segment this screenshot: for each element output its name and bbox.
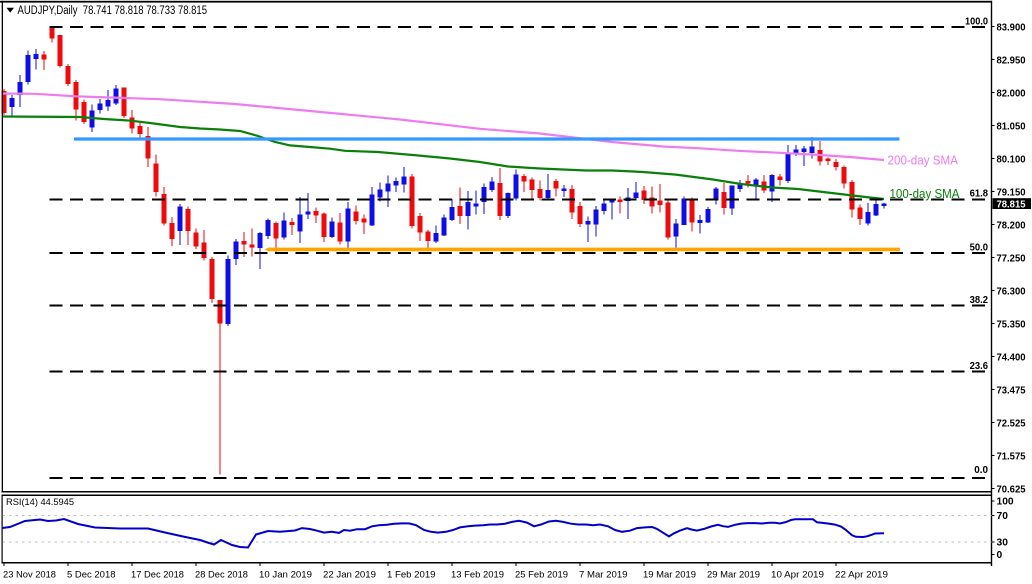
svg-text:100.0: 100.0 (965, 16, 988, 27)
svg-text:75.350: 75.350 (997, 320, 1026, 331)
svg-text:5 Dec 2018: 5 Dec 2018 (67, 570, 116, 581)
svg-text:78.815: 78.815 (997, 199, 1026, 210)
svg-text:17 Dec 2018: 17 Dec 2018 (131, 570, 184, 581)
svg-text:23.6: 23.6 (970, 361, 989, 372)
svg-text:AUDJPY,Daily 78.741 78.818 78: AUDJPY,Daily 78.741 78.818 78.733 78.815 (18, 5, 208, 17)
svg-text:22 Apr 2019: 22 Apr 2019 (835, 570, 888, 581)
svg-text:79.150: 79.150 (997, 188, 1026, 199)
svg-text:100-day SMA: 100-day SMA (890, 187, 961, 201)
svg-text:82.950: 82.950 (997, 56, 1026, 67)
svg-text:70: 70 (997, 511, 1009, 522)
svg-text:28 Dec 2018: 28 Dec 2018 (195, 570, 248, 581)
svg-text:25 Feb 2019: 25 Feb 2019 (515, 570, 568, 581)
svg-text:73.475: 73.475 (997, 386, 1026, 397)
svg-text:83.900: 83.900 (997, 23, 1026, 34)
svg-text:72.525: 72.525 (997, 419, 1026, 430)
svg-text:30: 30 (997, 537, 1009, 548)
svg-text:74.400: 74.400 (997, 353, 1026, 364)
svg-text:80.100: 80.100 (997, 155, 1026, 166)
svg-text:0.0: 0.0 (974, 465, 988, 476)
svg-text:50.0: 50.0 (970, 243, 989, 254)
svg-text:71.575: 71.575 (997, 452, 1026, 463)
svg-text:RSI(14) 44.5945: RSI(14) 44.5945 (6, 497, 74, 508)
svg-text:22 Jan 2019: 22 Jan 2019 (323, 570, 376, 581)
svg-text:23 Nov 2018: 23 Nov 2018 (3, 570, 56, 581)
svg-text:100: 100 (997, 497, 1014, 508)
svg-text:7 Mar 2019: 7 Mar 2019 (579, 570, 628, 581)
svg-text:200-day SMA: 200-day SMA (888, 154, 959, 168)
svg-text:10 Apr 2019: 10 Apr 2019 (771, 570, 824, 581)
svg-text:61.8: 61.8 (970, 189, 989, 200)
svg-text:70.625: 70.625 (997, 485, 1026, 496)
svg-text:76.300: 76.300 (997, 287, 1026, 298)
svg-text:10 Jan 2019: 10 Jan 2019 (259, 570, 312, 581)
svg-text:13 Feb 2019: 13 Feb 2019 (451, 570, 504, 581)
svg-text:38.2: 38.2 (970, 295, 989, 306)
svg-text:81.050: 81.050 (997, 122, 1026, 133)
svg-text:0: 0 (997, 550, 1003, 561)
svg-text:82.000: 82.000 (997, 89, 1026, 100)
svg-text:77.250: 77.250 (997, 254, 1026, 265)
svg-text:29 Mar 2019: 29 Mar 2019 (707, 570, 760, 581)
svg-text:1 Feb 2019: 1 Feb 2019 (387, 570, 436, 581)
svg-text:19 Mar 2019: 19 Mar 2019 (643, 570, 696, 581)
svg-text:78.200: 78.200 (997, 221, 1026, 232)
